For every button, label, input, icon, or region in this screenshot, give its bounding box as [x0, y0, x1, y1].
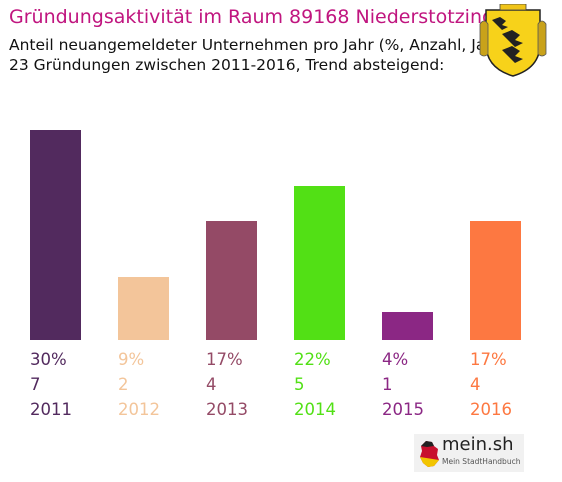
bar-2015 — [382, 312, 433, 340]
bar-2014 — [294, 186, 345, 340]
bar-2011 — [30, 130, 81, 340]
percent-label-2011: 30% — [30, 350, 67, 369]
count-label-2012: 2 — [118, 375, 129, 394]
bar-2012 — [118, 277, 169, 340]
year-label-2014: 2014 — [294, 400, 336, 419]
bar-2013 — [206, 221, 257, 340]
percent-label-2013: 17% — [206, 350, 243, 369]
logo-text: mein.sh — [442, 434, 514, 455]
count-label-2014: 5 — [294, 375, 305, 394]
germany-map-icon — [420, 441, 439, 467]
bar-2016 — [470, 221, 521, 340]
chart-title: Gründungsaktivität im Raum 89168 Nieders… — [9, 6, 518, 28]
year-label-2012: 2012 — [118, 400, 160, 419]
count-label-2016: 4 — [470, 375, 481, 394]
count-label-2015: 1 — [382, 375, 393, 394]
year-label-2015: 2015 — [382, 400, 424, 419]
percent-label-2016: 17% — [470, 350, 507, 369]
year-label-2013: 2013 — [206, 400, 248, 419]
coat-of-arms-icon — [479, 4, 547, 77]
percent-label-2014: 22% — [294, 350, 331, 369]
percent-label-2015: 4% — [382, 350, 408, 369]
logo-tagline: Mein StadtHandbuch — [442, 457, 521, 466]
chart-subtitle-line1: Anteil neuangemeldeter Unternehmen pro J… — [9, 36, 508, 54]
percent-label-2012: 9% — [118, 350, 144, 369]
chart-subtitle-line2: 23 Gründungen zwischen 2011-2016, Trend … — [9, 56, 445, 74]
count-label-2013: 4 — [206, 375, 217, 394]
year-label-2016: 2016 — [470, 400, 512, 419]
count-label-2011: 7 — [30, 375, 41, 394]
mein-sh-logo: mein.sh Mein StadtHandbuch — [414, 434, 524, 472]
year-label-2011: 2011 — [30, 400, 72, 419]
